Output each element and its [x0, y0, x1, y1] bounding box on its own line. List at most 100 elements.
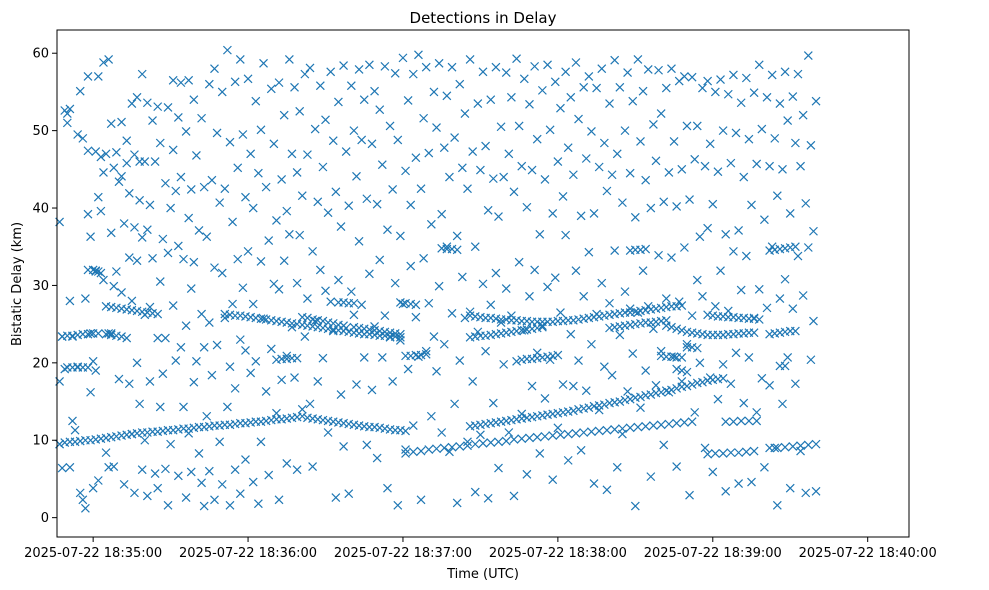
data-point	[475, 430, 485, 440]
data-point	[741, 447, 751, 457]
data-point	[109, 163, 119, 173]
data-point	[729, 246, 738, 256]
data-point	[587, 427, 596, 437]
data-point	[233, 254, 243, 264]
data-point	[406, 200, 416, 210]
data-point	[571, 266, 581, 276]
data-point	[713, 167, 723, 177]
data-point	[419, 113, 429, 123]
data-point	[388, 376, 398, 386]
data-point	[741, 251, 751, 261]
data-point	[543, 282, 552, 292]
data-point	[207, 175, 217, 185]
data-point	[279, 256, 289, 266]
data-point	[661, 321, 671, 331]
data-point	[91, 266, 101, 276]
data-point	[481, 346, 491, 356]
data-point	[99, 58, 108, 67]
data-point	[403, 96, 413, 105]
data-point	[161, 464, 170, 474]
data-point	[186, 284, 196, 293]
data-point	[509, 187, 519, 197]
data-point	[602, 425, 612, 435]
data-point	[336, 390, 346, 400]
data-point	[145, 302, 155, 312]
data-point	[638, 86, 648, 96]
data-point	[610, 246, 620, 256]
data-point	[545, 125, 555, 135]
data-point	[111, 147, 121, 157]
data-point	[628, 96, 638, 106]
data-point	[248, 203, 258, 213]
data-point	[576, 211, 586, 221]
data-point	[364, 60, 374, 70]
data-point	[703, 223, 713, 233]
data-point	[687, 311, 697, 321]
data-point	[754, 315, 764, 324]
data-point	[197, 478, 207, 488]
data-point	[377, 352, 387, 362]
data-point	[550, 273, 560, 283]
data-point	[295, 106, 305, 116]
data-point	[426, 411, 436, 421]
data-point	[401, 426, 410, 436]
data-point	[468, 376, 478, 386]
data-point	[119, 479, 129, 489]
data-point	[566, 329, 576, 339]
data-point	[568, 406, 578, 416]
data-point	[470, 439, 480, 449]
data-point	[757, 373, 767, 383]
data-point	[605, 99, 614, 108]
data-point	[266, 344, 276, 354]
data-point	[811, 439, 821, 449]
data-point	[455, 79, 465, 89]
data-point	[93, 72, 103, 81]
y-tick-label: 30	[32, 279, 49, 294]
y-tick-label: 60	[32, 47, 49, 62]
data-point	[767, 70, 777, 80]
data-point	[664, 419, 674, 429]
data-point	[672, 462, 682, 471]
data-point	[478, 279, 488, 289]
data-point	[204, 79, 214, 89]
data-point	[199, 501, 209, 511]
data-point	[656, 109, 666, 119]
data-point	[411, 153, 421, 163]
data-point	[747, 200, 756, 210]
data-point	[364, 269, 374, 279]
data-point	[292, 278, 302, 288]
data-point	[729, 417, 738, 427]
data-point	[496, 122, 506, 132]
data-point	[297, 404, 307, 414]
data-point	[687, 380, 697, 389]
data-point	[155, 138, 165, 148]
data-point	[597, 64, 607, 74]
data-points	[55, 45, 821, 513]
data-point	[620, 287, 630, 297]
data-point	[300, 332, 310, 341]
data-point	[346, 81, 356, 91]
data-point	[215, 437, 225, 447]
data-point	[354, 236, 364, 246]
data-point	[292, 465, 302, 475]
data-point	[333, 275, 343, 285]
data-point	[274, 495, 284, 505]
data-point	[264, 470, 274, 480]
data-point	[284, 54, 294, 64]
data-point	[186, 185, 196, 194]
data-point	[610, 424, 620, 434]
data-point	[158, 369, 168, 379]
data-point	[584, 247, 594, 257]
data-point	[83, 146, 93, 156]
data-point	[349, 298, 359, 308]
data-point	[259, 58, 268, 68]
data-point	[809, 226, 818, 236]
y-tick-label: 10	[32, 434, 49, 449]
data-point	[625, 423, 635, 433]
data-point	[798, 291, 808, 300]
data-point	[158, 234, 168, 244]
data-point	[204, 318, 214, 328]
data-point	[579, 82, 589, 92]
data-point	[690, 407, 700, 417]
data-point	[721, 229, 731, 239]
